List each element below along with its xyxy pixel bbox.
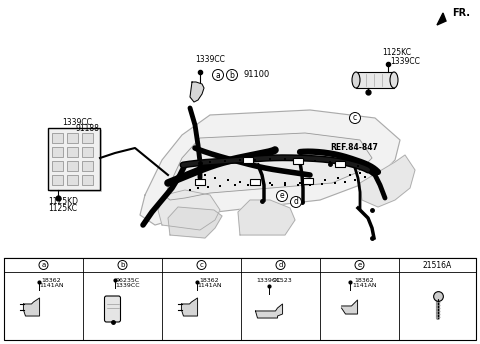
Bar	[356, 72, 394, 88]
Text: 1339CC: 1339CC	[62, 118, 92, 127]
Circle shape	[197, 260, 206, 269]
Text: d: d	[278, 262, 283, 268]
Circle shape	[213, 69, 224, 80]
Bar	[67, 147, 78, 157]
Polygon shape	[238, 200, 295, 235]
Text: d: d	[294, 197, 299, 206]
Text: a: a	[41, 262, 46, 268]
Bar	[52, 175, 63, 185]
Text: 91523: 91523	[273, 278, 292, 283]
Text: 91188: 91188	[75, 124, 99, 133]
Bar	[82, 133, 93, 143]
Text: 18362: 18362	[42, 278, 61, 283]
Circle shape	[276, 191, 288, 202]
Circle shape	[276, 260, 285, 269]
Bar	[243, 157, 253, 163]
Bar	[250, 179, 260, 185]
Bar	[4, 258, 476, 340]
Bar	[52, 161, 63, 171]
Text: FR.: FR.	[452, 8, 470, 18]
Text: a: a	[216, 71, 220, 79]
Polygon shape	[341, 300, 358, 314]
Bar	[67, 133, 78, 143]
Text: 1141AN: 1141AN	[197, 283, 222, 288]
Polygon shape	[168, 207, 222, 238]
Circle shape	[349, 112, 360, 123]
Bar	[303, 178, 313, 184]
Bar	[48, 128, 100, 190]
Bar	[82, 161, 93, 171]
Text: 1339CC: 1339CC	[256, 278, 281, 283]
Text: b: b	[120, 262, 125, 268]
Polygon shape	[24, 298, 39, 316]
Polygon shape	[360, 155, 415, 207]
Text: 18362: 18362	[355, 278, 374, 283]
Text: 1339CC: 1339CC	[115, 283, 140, 288]
Text: 96235C: 96235C	[115, 278, 140, 283]
Text: b: b	[229, 71, 234, 79]
Bar	[52, 147, 63, 157]
Bar	[50, 130, 102, 192]
Ellipse shape	[390, 72, 398, 88]
Circle shape	[290, 196, 301, 207]
Polygon shape	[165, 133, 372, 200]
Polygon shape	[190, 82, 204, 102]
Ellipse shape	[352, 72, 360, 88]
Polygon shape	[158, 190, 220, 230]
Bar	[67, 161, 78, 171]
Text: 1125KD: 1125KD	[48, 197, 78, 206]
Polygon shape	[437, 13, 446, 25]
Circle shape	[118, 260, 127, 269]
Text: 1339CC: 1339CC	[390, 57, 420, 66]
Polygon shape	[140, 110, 400, 225]
Bar	[52, 133, 63, 143]
Text: 1339CC: 1339CC	[195, 55, 225, 64]
Circle shape	[227, 69, 238, 80]
Bar	[82, 175, 93, 185]
Bar	[335, 161, 345, 167]
Polygon shape	[181, 298, 197, 316]
Polygon shape	[255, 304, 283, 318]
Text: c: c	[353, 114, 357, 122]
Text: c: c	[200, 262, 204, 268]
Bar	[82, 147, 93, 157]
Text: 21516A: 21516A	[423, 260, 452, 269]
Text: 91100: 91100	[243, 70, 269, 79]
Bar	[67, 175, 78, 185]
Text: 1141AN: 1141AN	[352, 283, 377, 288]
Circle shape	[355, 260, 364, 269]
Bar	[293, 158, 303, 164]
FancyBboxPatch shape	[105, 296, 120, 322]
Bar	[195, 179, 205, 185]
Text: 18362: 18362	[200, 278, 219, 283]
Text: 1125KC: 1125KC	[48, 204, 77, 213]
Text: REF.84-847: REF.84-847	[330, 143, 378, 152]
Text: e: e	[280, 192, 284, 201]
Text: 1125KC: 1125KC	[382, 48, 411, 57]
Text: e: e	[358, 262, 361, 268]
Circle shape	[39, 260, 48, 269]
Text: 1141AN: 1141AN	[39, 283, 64, 288]
